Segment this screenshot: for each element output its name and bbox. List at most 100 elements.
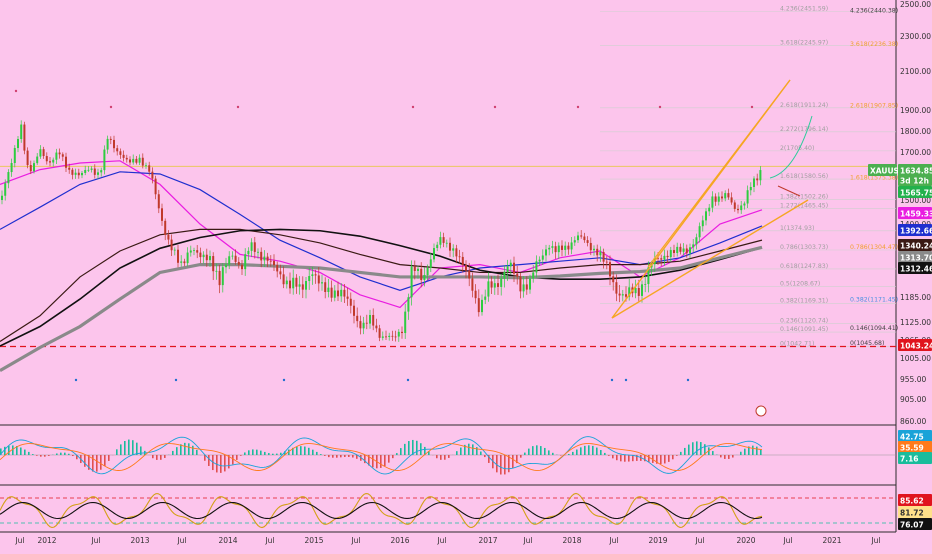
histogram-bar <box>384 455 386 466</box>
fib-right-label: 2.618(1907.85) <box>850 102 898 109</box>
time-tick-label: Jul <box>14 536 24 545</box>
candle-body <box>139 158 141 163</box>
price-tick-label: 2300.00 <box>900 32 931 41</box>
histogram-bar <box>740 452 742 455</box>
candle-body <box>369 315 371 324</box>
candle-body <box>305 281 307 290</box>
fib-level-label: 0.786(1303.73) <box>780 244 828 251</box>
candle-body <box>206 255 208 260</box>
candle-body <box>212 256 214 271</box>
candle-body <box>267 257 269 261</box>
candle-body <box>107 139 109 150</box>
candle-body <box>193 250 195 251</box>
price-tick-label: 1700.00 <box>900 148 931 157</box>
histogram-bar <box>332 455 334 458</box>
histogram-bar <box>280 453 282 455</box>
candle-body <box>590 243 592 250</box>
candle-body <box>52 160 54 163</box>
candle-body <box>110 139 112 140</box>
candle-body <box>587 240 589 243</box>
candle-body <box>465 265 467 270</box>
histogram-bar <box>64 453 66 455</box>
histogram-bar <box>688 445 690 455</box>
fib-level-label: 1(1374.93) <box>780 225 814 232</box>
candle-body <box>283 274 285 284</box>
fib-level-label: 0.618(1247.83) <box>780 263 828 270</box>
histogram-bar <box>532 446 534 455</box>
candle-body <box>87 170 89 171</box>
histogram-bar <box>272 454 274 455</box>
histogram-bar <box>760 449 762 455</box>
histogram-bar <box>460 448 462 455</box>
histogram-bar <box>752 446 754 455</box>
time-tick-label: Jul <box>176 536 186 545</box>
candle-body <box>535 261 537 272</box>
candle-body <box>583 237 585 241</box>
histogram-bar <box>420 443 422 455</box>
histogram-bar <box>352 455 354 458</box>
indicator2-badge: 81.72 <box>900 509 924 518</box>
candle-body <box>638 288 640 296</box>
histogram-bar <box>520 455 522 458</box>
candle-body <box>302 284 304 289</box>
candle-body <box>609 262 611 276</box>
histogram-bar <box>276 454 278 455</box>
histogram-bar <box>536 445 538 455</box>
histogram-bar <box>248 450 250 455</box>
candle-body <box>446 243 448 244</box>
histogram-bar <box>448 455 450 458</box>
histogram-bar <box>136 443 138 455</box>
candle-body <box>519 277 521 292</box>
candle-body <box>43 149 45 156</box>
histogram-bar <box>496 455 498 472</box>
candle-body <box>46 156 48 161</box>
candle-body <box>295 278 297 287</box>
histogram-bar <box>100 455 102 470</box>
candle-body <box>750 187 752 190</box>
histogram-bar <box>500 455 502 474</box>
candle-body <box>491 281 493 287</box>
candle-body <box>676 247 678 253</box>
histogram-bar <box>504 455 506 474</box>
candle-body <box>673 250 675 253</box>
histogram-bar <box>344 455 346 457</box>
candle-body <box>417 269 419 271</box>
time-tick-label: Jul <box>436 536 446 545</box>
candle-body <box>471 279 473 291</box>
candle-body <box>238 262 240 265</box>
candle-body <box>347 297 349 299</box>
candle-body <box>759 170 761 180</box>
candle-body <box>603 252 605 262</box>
histogram-bar <box>560 455 562 456</box>
histogram-bar <box>316 452 318 455</box>
candle-body <box>468 270 470 278</box>
histogram-bar <box>340 455 342 457</box>
candle-body <box>174 250 176 251</box>
candle-body <box>599 252 601 255</box>
candle-body <box>439 237 441 245</box>
candle-body <box>199 253 201 257</box>
candle-body <box>500 279 502 287</box>
time-tick-label: Jul <box>350 536 360 545</box>
price-tick-label: 860.00 <box>900 417 926 426</box>
candle-body <box>727 193 729 197</box>
candle-body <box>203 255 205 257</box>
candle-body <box>11 163 13 172</box>
histogram-bar <box>348 455 350 457</box>
candle-body <box>481 300 483 312</box>
histogram-bar <box>732 455 734 458</box>
event-marker <box>751 106 753 108</box>
candle-body <box>494 283 496 287</box>
histogram-bar <box>320 454 322 455</box>
histogram-bar <box>572 452 574 455</box>
histogram-bar <box>484 455 486 457</box>
histogram-bar <box>128 440 130 455</box>
histogram-bar <box>220 455 222 473</box>
candle-body <box>702 220 704 226</box>
candle-body <box>734 202 736 208</box>
histogram-bar <box>616 455 618 460</box>
histogram-bar <box>400 448 402 455</box>
time-tick-label: Jul <box>90 536 100 545</box>
histogram-bar <box>72 455 74 456</box>
